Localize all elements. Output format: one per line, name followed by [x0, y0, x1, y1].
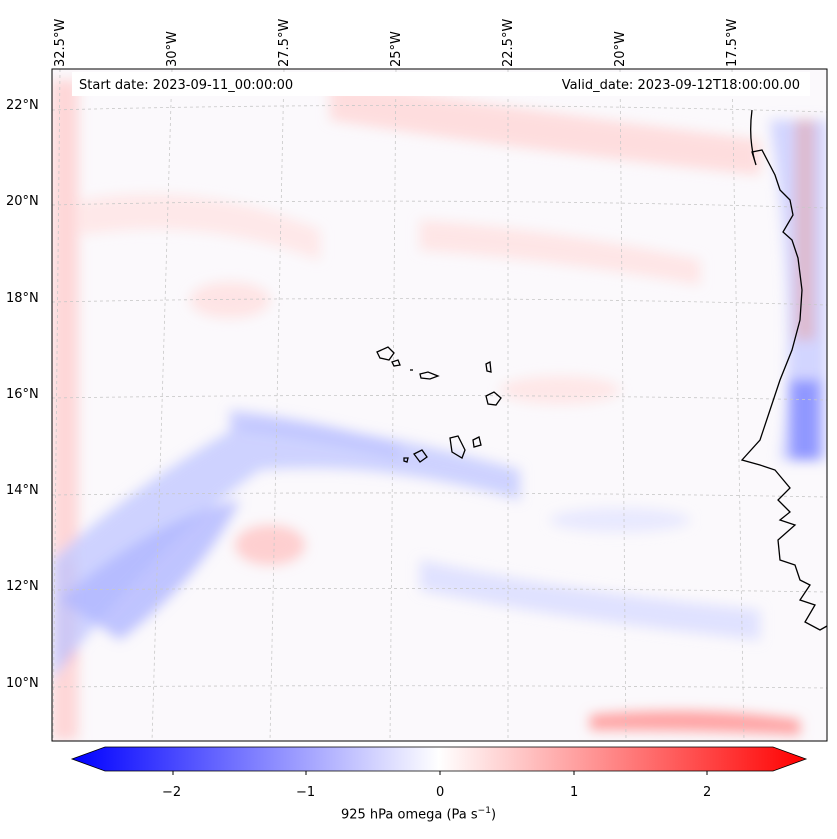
colorbar-bar [70, 746, 808, 772]
lat-label: 22°N [6, 98, 39, 113]
lat-label: 14°N [6, 483, 39, 498]
lat-label: 10°N [6, 676, 39, 691]
graticule [52, 69, 827, 741]
valid-date-label: Valid_date: 2023-09-12T18:00:00.00 [561, 78, 800, 93]
map-border [51, 68, 828, 742]
colorbar [70, 746, 808, 775]
colorbar-title-prefix: 925 hPa omega (Pa s [340, 807, 478, 823]
lon-label: 30°W [165, 31, 180, 67]
colorbar-tick-label: 1 [570, 785, 579, 800]
lon-label: 22.5°W [501, 18, 516, 67]
lon-label: 32.5°W [53, 18, 68, 67]
header-box [72, 72, 810, 96]
omega-field [52, 80, 827, 740]
lon-label: 25°W [389, 31, 404, 67]
colorbar-tick-label: 0 [436, 785, 445, 800]
start-date-label: Start date: 2023-09-11_00:00:00 [79, 78, 294, 93]
lat-label: 16°N [6, 387, 39, 402]
africa-coastline [740, 109, 828, 631]
colorbar-title: 925 hPa omega (Pa s−1) [0, 806, 837, 822]
lat-label: 18°N [6, 291, 39, 306]
colorbar-tick-label: −2 [162, 785, 182, 800]
colorbar-tick-label: 2 [703, 785, 712, 800]
lon-label: 27.5°W [277, 18, 292, 67]
lon-label: 17.5°W [725, 18, 740, 67]
cape-verde-islands [376, 346, 502, 463]
lat-label: 12°N [6, 579, 39, 594]
lat-label: 20°N [6, 194, 39, 209]
map-area [52, 69, 827, 741]
colorbar-title-exponent: −1 [477, 806, 491, 816]
lon-label: 20°W [613, 31, 628, 67]
colorbar-tick-label: −1 [296, 785, 316, 800]
colorbar-title-suffix: ) [490, 807, 497, 823]
